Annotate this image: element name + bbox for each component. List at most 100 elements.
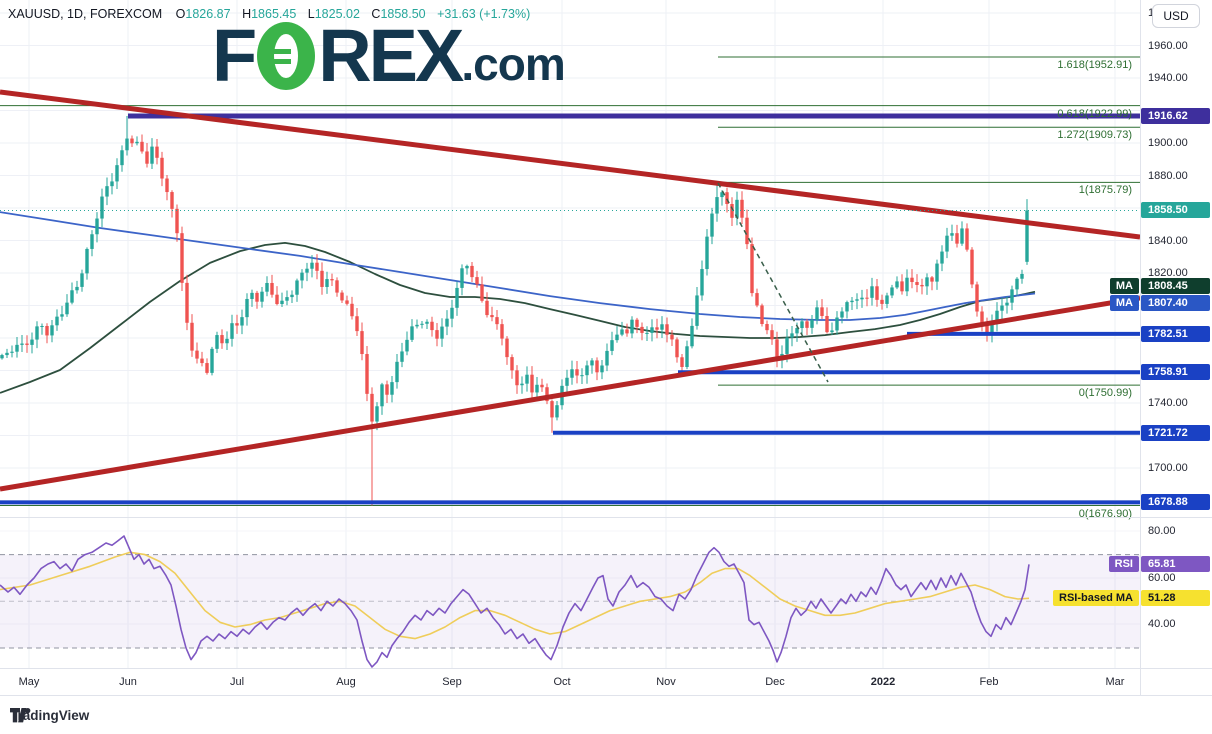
candle (285, 297, 289, 301)
time-axis-label: Dec (765, 676, 785, 688)
candle (600, 365, 604, 373)
candle (410, 326, 414, 340)
price-axis-label: 80.00 (1148, 525, 1176, 537)
time-axis-border (0, 668, 1212, 669)
tradingview-logo[interactable]: TradingView (10, 708, 89, 723)
candle (1010, 289, 1014, 303)
trendline[interactable] (717, 182, 829, 383)
rsi-indicator-label[interactable]: RSI-based MA (1053, 590, 1139, 606)
ma-slow-line[interactable] (0, 211, 1036, 321)
candle (990, 322, 994, 335)
fib-level-label: 1.272(1909.73) (1057, 129, 1132, 142)
candle (270, 282, 274, 295)
candle (690, 325, 694, 347)
rsi-indicator-label[interactable]: RSI (1108, 556, 1139, 572)
candle (795, 328, 799, 334)
time-axis-label: May (18, 676, 40, 688)
rsi-line[interactable] (0, 535, 1030, 668)
price-axis-label: 1960.00 (1148, 40, 1188, 52)
candle (100, 196, 104, 219)
candle (405, 339, 409, 352)
candle (540, 384, 544, 388)
candle (910, 277, 914, 283)
trendline[interactable] (0, 89, 1140, 240)
price-axis-label: 1940.00 (1148, 72, 1188, 84)
price-axis-badge: 1758.91 (1141, 364, 1210, 380)
candle (135, 141, 139, 144)
candle (655, 327, 659, 330)
candle (700, 269, 704, 296)
candle (680, 357, 684, 367)
candle (1025, 210, 1029, 262)
candle (260, 291, 264, 302)
ma-fast-line[interactable] (0, 241, 1036, 394)
candle (45, 325, 49, 336)
candle (860, 297, 864, 300)
time-axis-label: Mar (1105, 676, 1125, 688)
candle (145, 151, 149, 164)
candle (505, 338, 509, 358)
rsi-ma-line[interactable] (0, 551, 1030, 640)
candle (750, 244, 754, 294)
time-axis-label: Jul (229, 676, 245, 688)
candle (265, 282, 269, 292)
candle (0, 355, 4, 359)
candle (675, 339, 679, 358)
candle (620, 329, 624, 335)
pane-separator[interactable] (0, 517, 1212, 518)
candle (885, 295, 889, 304)
candle (550, 401, 554, 418)
candle (870, 286, 874, 298)
candle (695, 295, 699, 326)
candle (850, 300, 854, 303)
candle (95, 218, 99, 235)
candle (175, 208, 179, 234)
symbol-title[interactable]: XAUUSD, 1D, FOREXCOM (8, 7, 163, 21)
time-axis-label: Feb (979, 676, 999, 688)
chart-canvas[interactable] (0, 0, 1140, 696)
candle (925, 277, 929, 287)
candle (490, 315, 494, 318)
ma-indicator-label[interactable]: MA (1109, 295, 1139, 311)
candle (65, 302, 69, 315)
high-label: H (242, 7, 252, 21)
fib-level-label: 0(1676.90) (1078, 507, 1132, 520)
candle (685, 346, 689, 367)
candle (210, 348, 214, 373)
candle (1005, 302, 1009, 306)
candle (70, 290, 74, 303)
candle (20, 343, 24, 345)
trendline[interactable] (0, 295, 1140, 492)
candle (635, 319, 639, 327)
candle (155, 146, 159, 158)
time-axis-label: Nov (656, 676, 676, 688)
candle (720, 192, 724, 198)
candle (450, 307, 454, 319)
price-axis-badge: 51.28 (1141, 590, 1210, 606)
candle (645, 332, 649, 334)
candle (35, 326, 39, 340)
time-axis-label: Jun (119, 676, 137, 688)
candle (280, 300, 284, 305)
ma-indicator-label[interactable]: MA (1109, 278, 1139, 294)
candle (555, 405, 559, 418)
tradingview-glyph-icon (10, 708, 31, 723)
candle (415, 324, 419, 327)
price-axis-badge: 1808.45 (1141, 278, 1210, 294)
candle (25, 343, 29, 345)
candle (325, 279, 329, 287)
candle (345, 300, 349, 304)
candle (305, 268, 309, 273)
currency-unit-button[interactable]: USD (1152, 4, 1200, 28)
candle (940, 251, 944, 264)
candle (125, 138, 129, 151)
candle (840, 311, 844, 318)
candle (660, 324, 664, 330)
candle (590, 360, 594, 366)
candle (180, 233, 184, 283)
candle (165, 178, 169, 193)
candle (10, 351, 14, 353)
candle (335, 280, 339, 293)
candle (40, 325, 44, 327)
candle (545, 387, 549, 402)
